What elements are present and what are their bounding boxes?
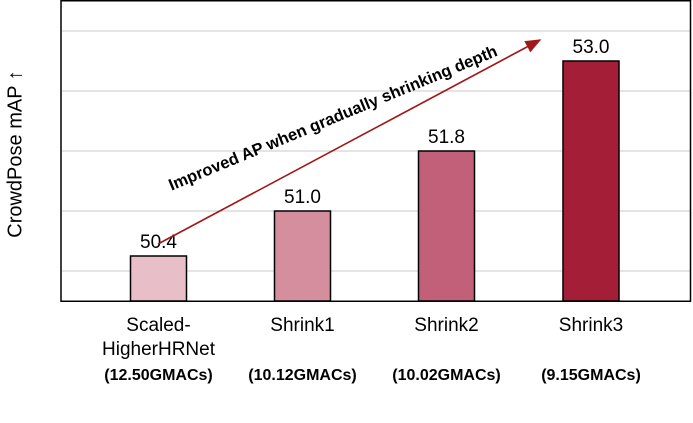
value-labels: 50.4 51.0 51.8 53.0 [140,37,609,253]
category-label: Shrink2 [414,315,479,336]
bar-shrink1 [273,210,332,302]
value-label: 53.0 [573,37,610,58]
trend-arrow [157,39,542,245]
gmacs-label: (10.12GMACs) [248,367,357,384]
annotation: Improved AP when gradually shrinking dep… [157,39,542,245]
value-label: 51.0 [284,187,321,208]
bars [129,60,620,302]
gmacs-label: (9.15GMACs) [541,367,641,384]
category-label: Shrink1 [270,315,335,336]
category-label: HigherHRNet [102,339,215,360]
gmacs-label: (10.02GMACs) [392,367,501,384]
y-axis-label: CrowdPose mAP ↑ [4,70,27,238]
category-label: Shrink3 [558,315,624,336]
bar-scaled-higherhrnet [129,255,188,302]
plot-frame [60,0,692,302]
value-label: 50.4 [140,232,177,253]
bar-shrink3 [562,60,620,302]
gmacs-label: (12.50GMACs) [104,367,213,384]
category-label: Scaled- [126,315,191,336]
bar-shrink2 [417,150,476,302]
value-label: 51.8 [428,127,465,148]
